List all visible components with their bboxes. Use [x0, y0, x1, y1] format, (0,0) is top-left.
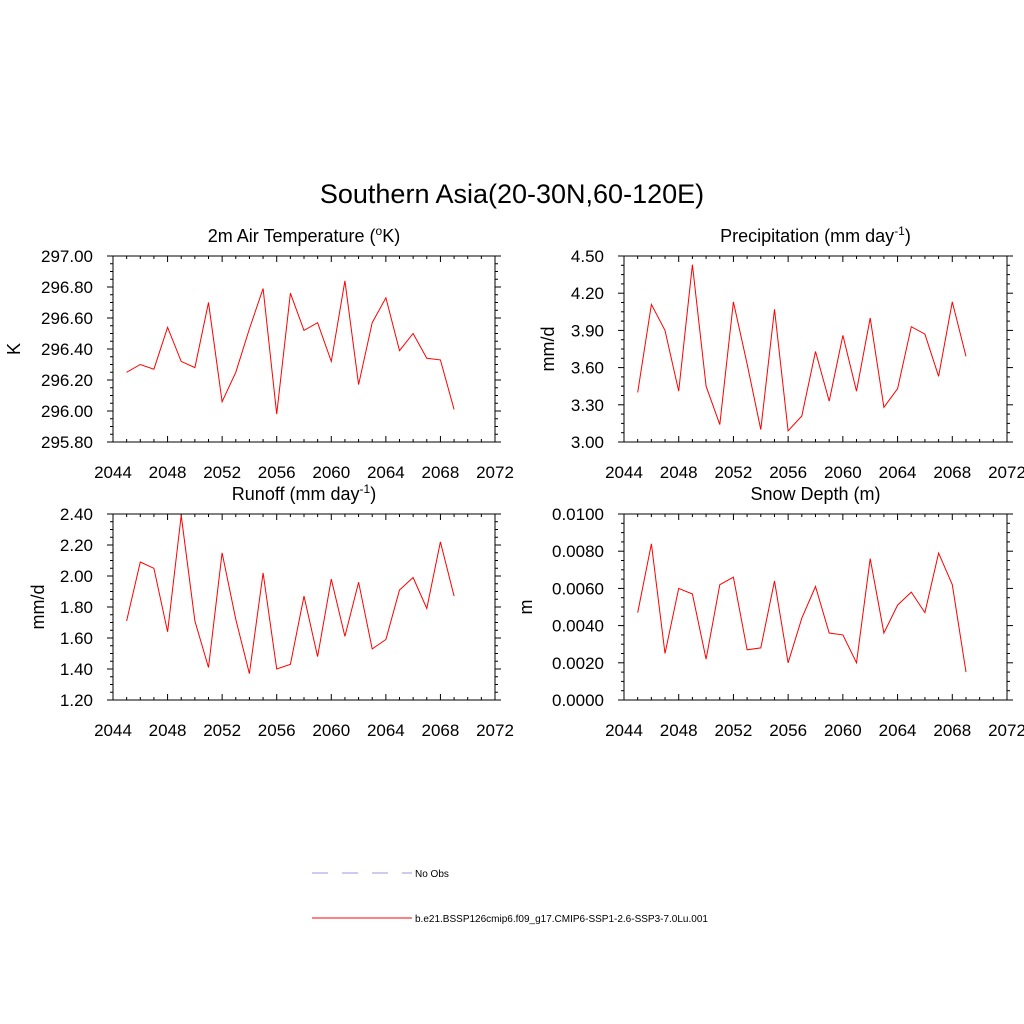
x-tick-label: 2072 — [988, 721, 1024, 740]
y-tick-label: 1.20 — [60, 691, 93, 710]
legend: No Obs b.e21.BSSP126cmip6.f09_g17.CMIP6-… — [312, 869, 708, 925]
x-tick-label: 2064 — [367, 721, 405, 740]
panel-title-superscript: o — [376, 224, 383, 238]
panel-precipitation: Precipitation (mm day-1) mm/d 2044 2048 2052… — [538, 224, 1024, 482]
y-axis-label: K — [4, 343, 24, 355]
panel-title: Snow Depth (m) — [750, 484, 880, 504]
x-tick-label: 2048 — [149, 721, 187, 740]
y-axis-label: m — [516, 600, 536, 615]
x-tick-label: 2060 — [824, 721, 862, 740]
y-tick-label: 0.0100 — [552, 505, 604, 524]
series-line-air-temperature — [126, 280, 455, 415]
y-tick-label: 3.90 — [571, 321, 604, 340]
y-tick-label: 1.80 — [60, 598, 93, 617]
y-tick-label: 3.60 — [571, 359, 604, 378]
y-tick-label: 296.00 — [41, 402, 93, 421]
x-tick-label: 2068 — [422, 463, 460, 482]
figure-title: Southern Asia(20-30N,60-120E) — [320, 179, 704, 209]
y-tick-label: 2.00 — [60, 567, 93, 586]
x-tick-label: 2044 — [605, 721, 643, 740]
panel-title-end: ) — [905, 226, 911, 246]
panel-runoff: Runoff (mm day-1) mm/d 2044 2048 2052 2056 206… — [28, 482, 514, 740]
panel-title: Precipitation (mm day-1) — [720, 224, 911, 246]
x-tick-label: 2056 — [258, 463, 296, 482]
x-tick-label: 2052 — [203, 463, 241, 482]
y-axis-label: mm/d — [28, 585, 48, 630]
x-tick-label: 2060 — [312, 463, 350, 482]
x-tick-label: 2060 — [824, 463, 862, 482]
panel-title-superscript: -1 — [894, 224, 905, 238]
x-tick-label: 2044 — [94, 463, 132, 482]
x-tick-label: 2048 — [660, 721, 698, 740]
x-tick-label: 2068 — [933, 721, 971, 740]
x-tick-label: 2048 — [149, 463, 187, 482]
x-tick-label: 2044 — [605, 463, 643, 482]
x-tick-label: 2056 — [769, 463, 807, 482]
panel-title-end: K) — [382, 226, 400, 246]
x-tick-label: 2052 — [203, 721, 241, 740]
x-tick-label: 2064 — [367, 463, 405, 482]
series-line-runoff — [126, 515, 455, 674]
plot-frame — [623, 513, 1008, 701]
y-tick-label: 0.0060 — [552, 579, 604, 598]
legend-label-model: b.e21.BSSP126cmip6.f09_g17.CMIP6-SSP1-2.… — [415, 914, 708, 925]
x-tick-label: 2048 — [660, 463, 698, 482]
x-tick-label: 2072 — [476, 463, 514, 482]
y-tick-label: 297.00 — [41, 247, 93, 266]
x-tick-label: 2068 — [933, 463, 971, 482]
x-tick-label: 2052 — [715, 721, 753, 740]
y-tick-label: 3.30 — [571, 396, 604, 415]
x-tick-label: 2072 — [988, 463, 1024, 482]
y-tick-label: 296.60 — [41, 309, 93, 328]
y-tick-label: 1.60 — [60, 629, 93, 648]
x-tick-label: 2056 — [769, 721, 807, 740]
panel-snow-depth: Snow Depth (m) m 2044 2048 2052 2056 2060 2064 2… — [516, 484, 1024, 740]
y-tick-label: 1.40 — [60, 660, 93, 679]
x-tick-label: 2060 — [312, 721, 350, 740]
y-tick-label: 2.20 — [60, 536, 93, 555]
y-tick-label: 0.0020 — [552, 654, 604, 673]
y-tick-label: 4.20 — [571, 284, 604, 303]
x-tick-label: 2064 — [879, 463, 917, 482]
x-tick-label: 2064 — [879, 721, 917, 740]
legend-label-no-obs: No Obs — [415, 869, 449, 880]
y-tick-label: 3.00 — [571, 433, 604, 452]
y-tick-label: 296.40 — [41, 340, 93, 359]
y-tick-label: 0.0080 — [552, 542, 604, 561]
panel-title-superscript: -1 — [360, 482, 371, 496]
x-tick-label: 2056 — [258, 721, 296, 740]
panel-title: Runoff (mm day-1) — [232, 482, 376, 504]
y-tick-label: 295.80 — [41, 433, 93, 452]
x-tick-label: 2068 — [422, 721, 460, 740]
series-line-snow-depth — [637, 543, 967, 673]
plot-frame — [112, 255, 496, 443]
y-tick-label: 296.80 — [41, 278, 93, 297]
x-tick-label: 2072 — [476, 721, 514, 740]
panels: 2m Air Temperature (oK) K 2044 2048 2052 2056… — [4, 224, 1024, 740]
y-tick-label: 4.50 — [571, 247, 604, 266]
x-tick-label: 2052 — [715, 463, 753, 482]
panel-title: 2m Air Temperature (oK) — [208, 224, 400, 246]
plot-frame — [623, 255, 1008, 443]
x-tick-label: 2044 — [94, 721, 132, 740]
y-tick-label: 0.0000 — [552, 691, 604, 710]
panel-air-temperature: 2m Air Temperature (oK) K 2044 2048 2052 2056… — [4, 224, 514, 482]
y-tick-label: 2.40 — [60, 505, 93, 524]
y-tick-label: 0.0040 — [552, 617, 604, 636]
y-tick-label: 296.20 — [41, 371, 93, 390]
y-axis-label: mm/d — [538, 327, 558, 372]
panel-title-end: ) — [370, 484, 376, 504]
series-line-precipitation — [637, 264, 967, 432]
